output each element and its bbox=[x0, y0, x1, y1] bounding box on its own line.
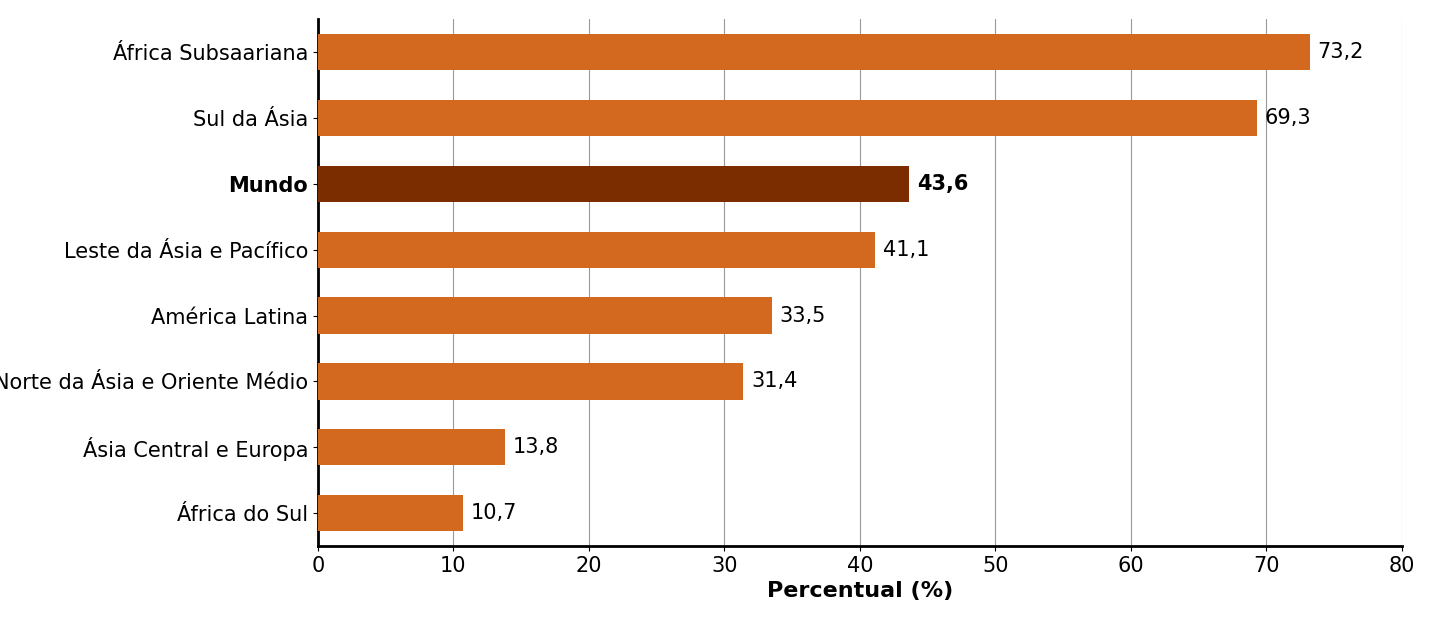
Text: 69,3: 69,3 bbox=[1264, 108, 1312, 128]
Text: 13,8: 13,8 bbox=[513, 438, 559, 457]
X-axis label: Percentual (%): Percentual (%) bbox=[767, 582, 952, 601]
Bar bbox=[318, 166, 909, 202]
Bar bbox=[318, 363, 743, 399]
Bar bbox=[318, 232, 874, 268]
Text: 41,1: 41,1 bbox=[883, 239, 929, 260]
Text: 73,2: 73,2 bbox=[1318, 42, 1364, 62]
Bar bbox=[318, 297, 772, 333]
Bar bbox=[318, 429, 504, 465]
Text: 33,5: 33,5 bbox=[780, 305, 827, 326]
Bar bbox=[318, 495, 462, 531]
Text: 43,6: 43,6 bbox=[916, 174, 968, 194]
Text: 31,4: 31,4 bbox=[751, 371, 798, 391]
Bar bbox=[318, 34, 1309, 70]
Bar bbox=[318, 100, 1257, 136]
Text: 10,7: 10,7 bbox=[471, 503, 517, 523]
